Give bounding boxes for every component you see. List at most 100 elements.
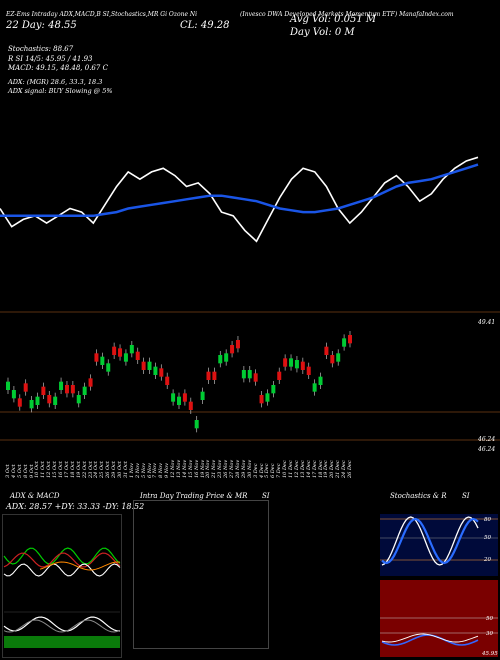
header-day-vol: Day Vol: 0 M <box>290 27 355 38</box>
candle-body <box>318 376 323 385</box>
price-bot-label: 46.24 <box>478 446 496 453</box>
stoch-bg <box>380 514 498 576</box>
candle-body <box>235 340 240 349</box>
candle-body <box>100 356 105 365</box>
candle-body <box>177 396 181 405</box>
si-value-label: 45.95 <box>482 651 498 657</box>
candle-body <box>300 361 305 370</box>
stoch-level-80: 80 <box>484 517 491 523</box>
candle-body <box>47 395 52 404</box>
si-level-50: 50 <box>486 616 493 622</box>
intraday-title: Intra Day Trading Price & MR <box>140 492 248 500</box>
si-level-30: 30 <box>486 631 493 637</box>
header-avg-vol: Avg Vol: 0.051 M <box>290 14 377 25</box>
candle-body <box>106 363 111 372</box>
candle-body <box>70 385 75 394</box>
adx-panel <box>2 514 122 658</box>
intraday-si-label: SI <box>262 492 270 500</box>
candle-body <box>306 366 311 375</box>
candle-body <box>123 353 128 362</box>
stoch-title: Stochastics & R <box>390 492 447 500</box>
candle-body <box>259 395 264 404</box>
candle-body <box>241 370 246 379</box>
intraday-panel <box>133 500 269 649</box>
candle-body <box>59 381 64 390</box>
indicator-adx-signal: ADX signal: BUY Slowing @ 5% <box>8 87 113 95</box>
price-line <box>0 156 479 243</box>
candle-body <box>135 351 140 360</box>
stoch-si-label: SI <box>462 492 470 500</box>
candle-body <box>294 360 299 369</box>
header-publisher: (Invesco DWA Developed Markets Momentum … <box>240 11 454 18</box>
candle-body <box>147 361 152 370</box>
candle-body <box>283 358 288 367</box>
adx-orange-line <box>39 561 121 571</box>
plus-di-line <box>3 547 121 565</box>
indicator-adx: ADX: (MGR) 28.6, 33.3, 18.3 <box>8 78 103 86</box>
candle-body <box>11 390 16 399</box>
macd-signal-line <box>3 619 121 633</box>
candle-body <box>182 393 187 402</box>
candle-body <box>118 348 123 357</box>
ma-line <box>0 163 479 218</box>
candle-body <box>312 383 317 392</box>
candle-body <box>348 335 352 344</box>
adx-line <box>3 563 121 577</box>
candle-body <box>165 376 170 385</box>
candle-body <box>218 355 223 364</box>
candle-body <box>64 385 69 394</box>
candle-body <box>112 346 117 355</box>
macd-histogram <box>4 636 120 648</box>
candle-body <box>141 361 146 370</box>
candle-body <box>336 353 341 362</box>
candle-body <box>6 381 10 390</box>
candle-body <box>23 383 28 392</box>
candle-body <box>159 368 164 377</box>
macd-line <box>3 616 120 632</box>
price-mid-label: 46.24 <box>478 436 496 443</box>
price-ma-chart <box>0 156 479 243</box>
indicator-stoch: Stochastics: 88.67 <box>8 45 74 53</box>
candle-body <box>88 378 93 387</box>
stoch-level-50: 50 <box>484 535 491 541</box>
candle-body <box>271 385 276 394</box>
candle-body <box>277 371 282 380</box>
candle-body <box>330 355 335 364</box>
candle-body <box>253 373 258 382</box>
candle-body <box>324 346 329 355</box>
stoch-d-line <box>381 517 479 565</box>
candle-body <box>265 393 270 402</box>
indicator-macd: MACD: 49.15, 48.48, 0.67 C <box>8 64 108 72</box>
adx-values: ADX: 28.57 +DY: 33.33 -DY: 18.52 <box>6 502 145 511</box>
candle-body <box>200 391 205 400</box>
header-close: CL: 49.28 <box>180 20 230 31</box>
minus-di-line <box>3 552 121 568</box>
candle-body <box>129 345 134 354</box>
candle-body <box>35 396 40 405</box>
header-date: 22 Day: 48.55 <box>6 20 77 31</box>
candle-body <box>29 400 34 409</box>
candle-body <box>17 398 22 407</box>
candle-body <box>224 353 229 362</box>
candle-body <box>194 420 199 429</box>
candle-body <box>153 366 158 375</box>
adx-panel-title: ADX & MACD <box>10 492 60 500</box>
candle-body <box>206 371 211 380</box>
candle-body <box>212 371 217 380</box>
candle-body <box>82 386 87 395</box>
candle-body <box>53 396 58 405</box>
candle-body <box>289 358 294 367</box>
candle-body <box>41 386 46 395</box>
candle-body <box>188 401 193 410</box>
indicator-si: R SI 14/5: 45.95 / 41.93 <box>8 55 93 63</box>
header-line1: EZ-Ems Intraday ADX,MACD,B SI,Stochastic… <box>6 11 198 18</box>
si-avg-line <box>381 633 479 643</box>
candle-body <box>76 395 81 404</box>
candle-body <box>342 338 347 347</box>
price-top-label: 49.41 <box>478 319 496 326</box>
candle-body <box>230 345 235 354</box>
candle-body <box>94 353 99 362</box>
stoch-level-20: 20 <box>484 557 491 563</box>
